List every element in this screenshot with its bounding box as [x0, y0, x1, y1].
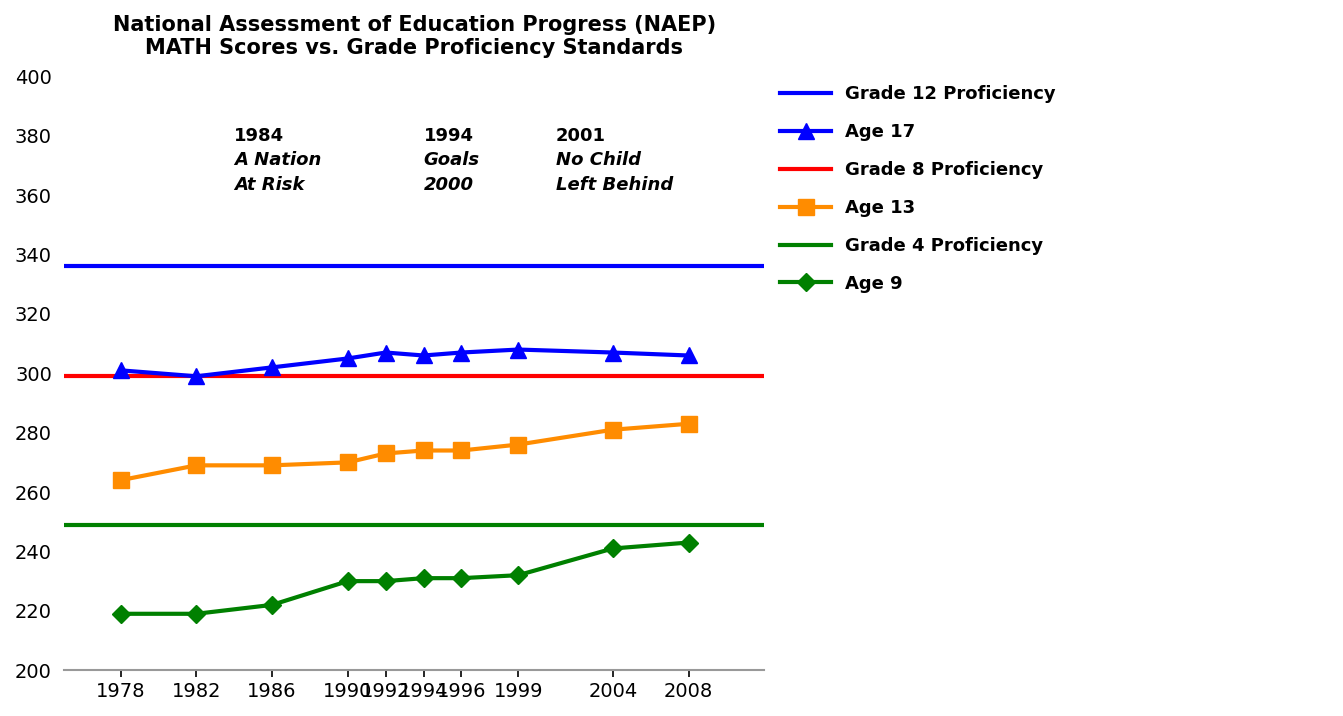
Text: 1984: 1984 [234, 127, 285, 145]
Text: 2001: 2001 [556, 127, 606, 145]
Text: Goals
2000: Goals 2000 [423, 150, 479, 194]
Title: National Assessment of Education Progress (NAEP)
MATH Scores vs. Grade Proficien: National Assessment of Education Progres… [113, 15, 716, 58]
Text: No Child
Left Behind: No Child Left Behind [556, 150, 673, 194]
Legend: Grade 12 Proficiency, Age 17, Grade 8 Proficiency, Age 13, Grade 4 Proficiency, : Grade 12 Proficiency, Age 17, Grade 8 Pr… [780, 85, 1056, 293]
Text: 1994: 1994 [423, 127, 474, 145]
Text: A Nation
At Risk: A Nation At Risk [234, 150, 321, 194]
